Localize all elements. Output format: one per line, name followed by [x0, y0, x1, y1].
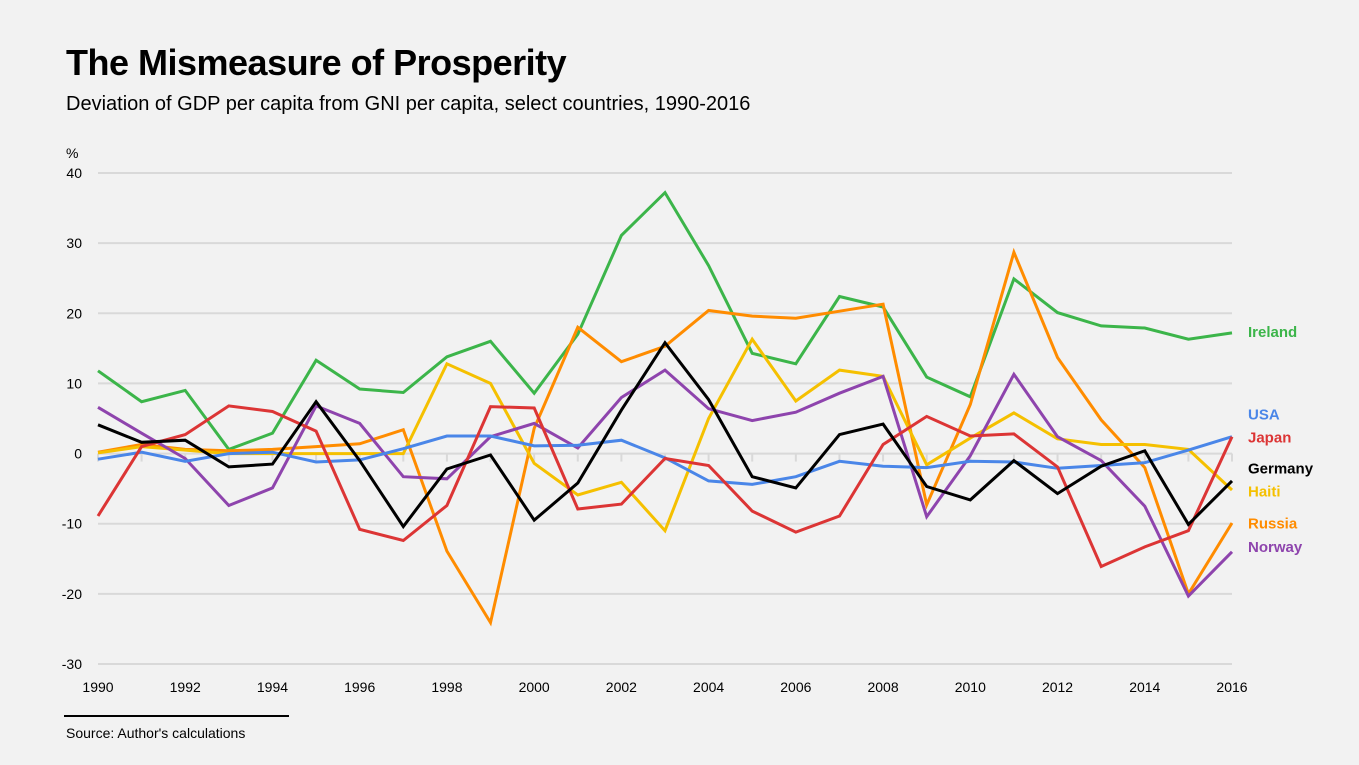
- x-tick-label: 2002: [606, 679, 637, 695]
- x-tick-label: 2016: [1216, 679, 1247, 695]
- series-label-ireland: Ireland: [1248, 324, 1297, 341]
- series-label-japan: Japan: [1248, 429, 1291, 446]
- x-tick-label: 2000: [519, 679, 550, 695]
- y-tick-label: -10: [62, 516, 82, 532]
- y-tick-label: 0: [74, 446, 82, 462]
- series-line-japan: [96, 404, 1234, 569]
- y-tick-label: -30: [62, 656, 82, 672]
- chart-title: The Mismeasure of Prosperity: [66, 42, 567, 83]
- x-tick-label: 2014: [1129, 679, 1160, 695]
- gridlines: [97, 172, 1233, 665]
- source-divider: [64, 715, 289, 717]
- series-lines: [96, 190, 1234, 627]
- series-line-norway: [97, 368, 1234, 599]
- y-axis-unit-label: %: [66, 145, 78, 161]
- y-tick-label: 30: [66, 235, 82, 251]
- source-note: Source: Author's calculations: [66, 725, 246, 741]
- chart-subtitle: Deviation of GDP per capita from GNI per…: [66, 93, 751, 115]
- y-axis-tick-labels: 40 30 20 10 0 -10 -20 -30: [62, 165, 82, 672]
- x-axis-tick-labels: 1990 1992 1994 1996 1998 2000 2002 2004 2006 2008…: [82, 679, 1247, 695]
- x-tick-label: 2010: [955, 679, 986, 695]
- y-tick-label: 10: [66, 375, 82, 391]
- series-label-haiti: Haiti: [1248, 483, 1281, 500]
- series-label-germany: Germany: [1248, 460, 1314, 477]
- series-line-russia: [97, 247, 1234, 627]
- series-line-germany: [97, 340, 1234, 530]
- y-tick-label: -20: [62, 586, 82, 602]
- series-labels: Ireland USA Japan Germany Haiti Russia Norway: [1248, 324, 1314, 556]
- x-tick-label: 2012: [1042, 679, 1073, 695]
- series-label-usa: USA: [1248, 406, 1280, 423]
- x-tick-label: 1994: [257, 679, 288, 695]
- series-line-haiti: [97, 336, 1234, 534]
- x-tick-label: 2008: [867, 679, 898, 695]
- series-label-russia: Russia: [1248, 516, 1298, 533]
- x-tick-label: 2006: [780, 679, 811, 695]
- x-tick-label: 1998: [431, 679, 462, 695]
- x-tick-label: 1996: [344, 679, 375, 695]
- y-tick-label: 40: [66, 165, 82, 181]
- y-tick-label: 20: [66, 305, 82, 321]
- x-tick-label: 1990: [82, 679, 113, 695]
- series-label-norway: Norway: [1248, 539, 1303, 556]
- x-tick-label: 2004: [693, 679, 724, 695]
- x-tick-label: 1992: [170, 679, 201, 695]
- series-line-ireland: [97, 190, 1233, 452]
